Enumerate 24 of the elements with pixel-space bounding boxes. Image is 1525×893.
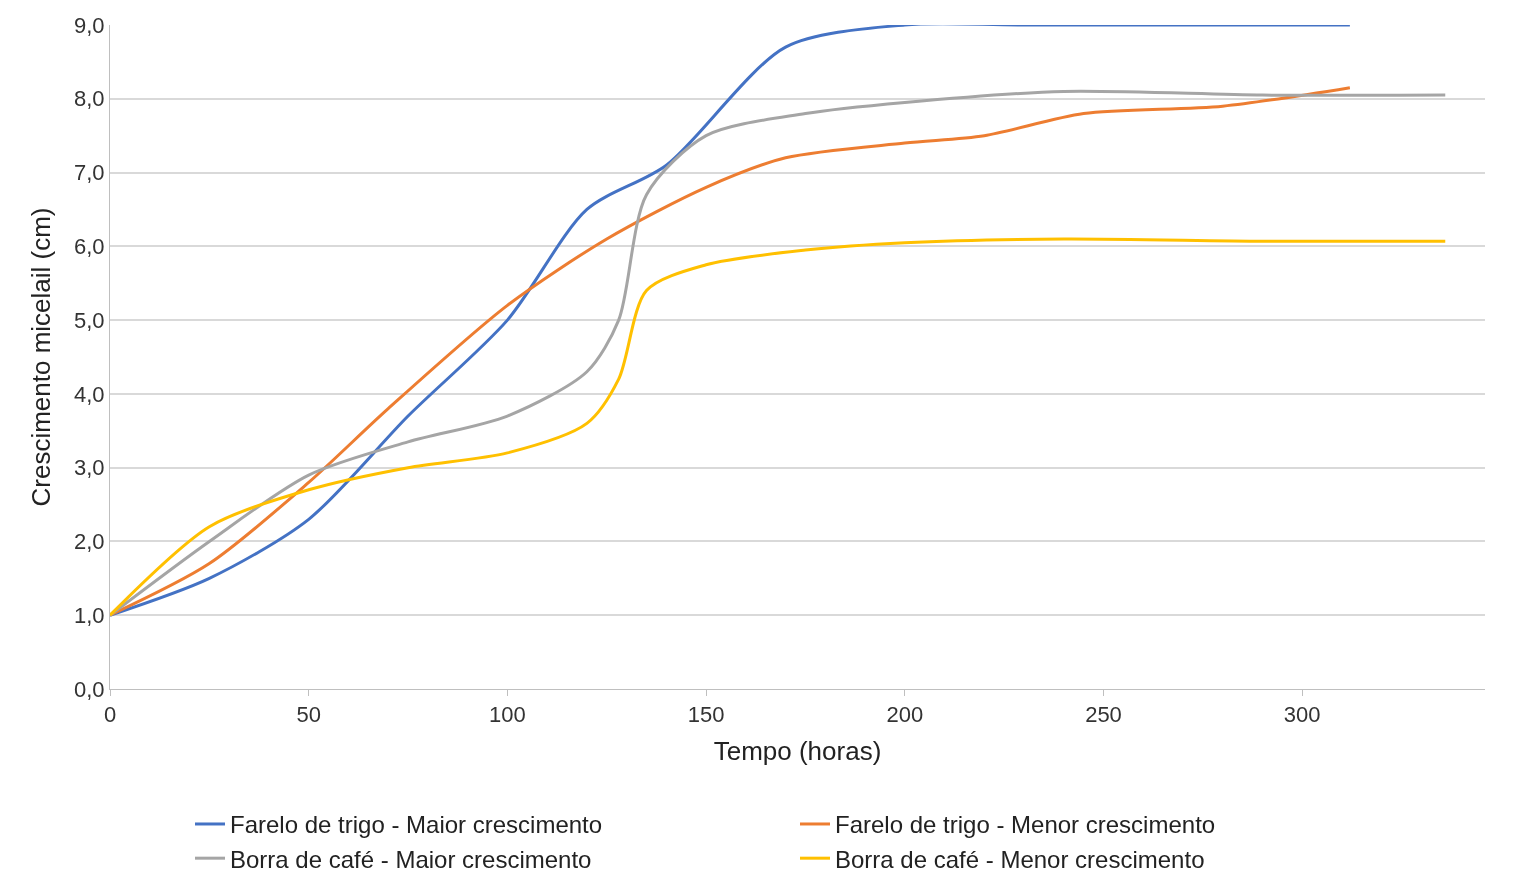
legend-label: Farelo de trigo - Maior crescimento	[230, 811, 603, 839]
x-tick-label: 150	[687, 702, 725, 728]
y-tick-label: 9,0	[74, 12, 105, 38]
x-tick-label: 50	[296, 702, 321, 728]
y-tick-label: 1,0	[74, 602, 105, 628]
legend-label: Farelo de trigo - Menor crescimento	[835, 811, 1216, 839]
x-tick-label: 200	[886, 702, 924, 728]
x-tick-label: 0	[103, 702, 117, 728]
legend-label: Borra de café - Maior crescimento	[230, 845, 592, 873]
x-tick-label: 100	[489, 702, 526, 728]
y-tick-label: 8,0	[74, 86, 105, 112]
y-tick-label: 4,0	[74, 381, 105, 407]
y-tick-label: 7,0	[74, 160, 105, 186]
y-tick-label: 5,0	[74, 307, 105, 333]
y-tick-label: 2,0	[74, 529, 105, 555]
line-series	[110, 237, 1447, 617]
x-tick-label: 250	[1085, 702, 1122, 728]
x-axis-title: Tempo (horas)	[713, 736, 882, 767]
y-tick-label: 0,0	[74, 676, 105, 702]
y-axis-title: Crescimento micelail (cm)	[26, 207, 57, 507]
legend-label: Borra de café - Menor crescimento	[835, 845, 1205, 873]
y-tick-label: 6,0	[74, 234, 105, 260]
y-tick-label: 3,0	[74, 455, 105, 481]
x-tick-label: 300	[1283, 702, 1321, 728]
